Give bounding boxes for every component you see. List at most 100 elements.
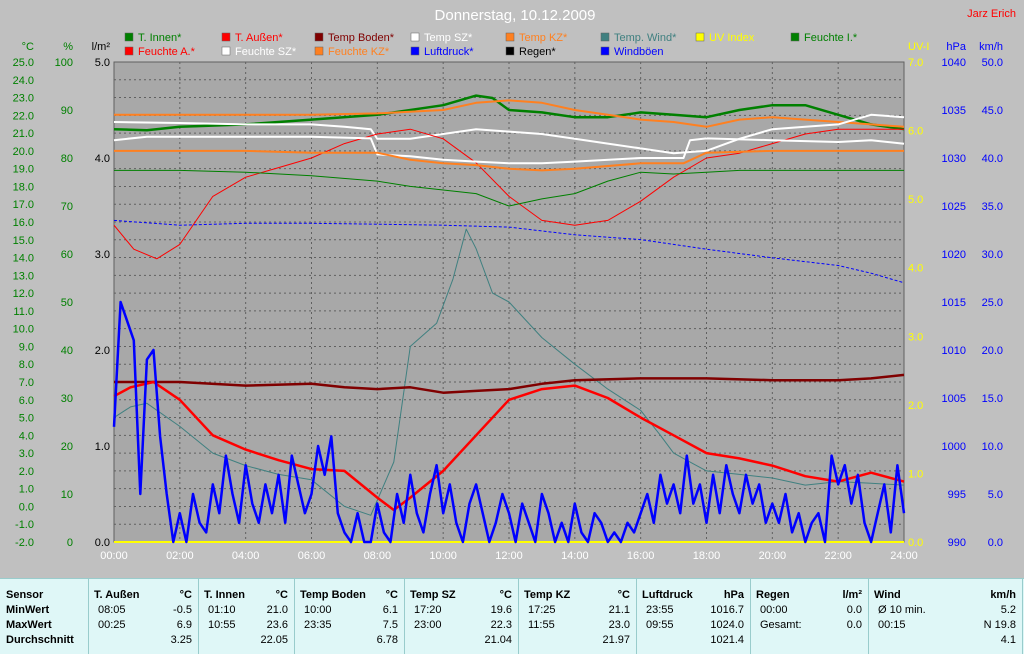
- stats-unit: °C: [499, 589, 512, 601]
- tick-label-rain: 2.0: [95, 345, 110, 357]
- stats-unit: °C: [385, 589, 398, 601]
- axis-unit-wind: km/h: [979, 41, 1003, 53]
- stats-avg-value: 1021.4: [710, 634, 744, 646]
- tick-label-humidity: 80: [61, 153, 73, 165]
- stats-max-time: 09:55: [646, 619, 674, 631]
- series-line: [113, 94, 905, 132]
- stats-min-value: 1016.7: [710, 604, 744, 616]
- series-line: [113, 380, 905, 512]
- stats-sensor-label: Sensor: [6, 589, 44, 601]
- legend-label: Feuchte KZ*: [328, 46, 390, 58]
- tick-label-temp: 2.0: [19, 466, 34, 478]
- tick-label-humidity: 30: [61, 393, 73, 405]
- tick-label-temp: 1.0: [19, 484, 34, 496]
- stats-sensor-name: Regen: [756, 589, 790, 601]
- legend-swatch: [505, 46, 515, 56]
- tick-label-pressure: 1000: [942, 441, 966, 453]
- legend-label: Temp. Wind*: [614, 32, 677, 44]
- tick-label-wind: 50.0: [982, 57, 1003, 69]
- stats-min-value: 19.6: [490, 604, 512, 616]
- stats-column: Luftdruck hPa 23:55 1016.7 09:55 1024.0 1021.4: [636, 579, 751, 654]
- legend-item: Temp KZ*: [505, 32, 568, 44]
- tick-label-x: 12:00: [495, 550, 523, 562]
- series-line: [113, 219, 905, 284]
- stats-column: T. Außen °C 08:05 -0.5 00:25 6.9 3.25: [88, 579, 199, 654]
- tick-label-x: 24:00: [890, 550, 918, 562]
- legend-swatch: [790, 32, 800, 42]
- stats-avg-value: 4.1: [1000, 634, 1016, 646]
- axis-unit-temp: °C: [22, 41, 34, 53]
- author-label: Jarz Erich: [967, 8, 1016, 20]
- tick-label-x: 14:00: [561, 550, 589, 562]
- stats-min-value: 21.0: [266, 604, 288, 616]
- tick-label-temp: 5.0: [19, 413, 34, 425]
- stats-max-time: 00:15: [878, 619, 906, 631]
- legend-label: T. Innen*: [138, 32, 182, 44]
- stats-min-time: 10:00: [304, 604, 332, 616]
- stats-column: Temp KZ °C 17:25 21.1 11:55 23.0 21.97: [518, 579, 637, 654]
- tick-label-wind: 35.0: [982, 201, 1003, 213]
- stats-avg-value: 21.04: [484, 634, 512, 646]
- legend-item: T. Außen*: [221, 32, 283, 44]
- tick-label-x: 06:00: [298, 550, 326, 562]
- legend-label: UV Index: [709, 32, 755, 44]
- stats-max-value: 1024.0: [710, 619, 744, 631]
- tick-label-humidity: 90: [61, 105, 73, 117]
- legend-label: Feuchte SZ*: [235, 46, 297, 58]
- legend-swatch: [600, 46, 610, 56]
- tick-label-temp: 12.0: [13, 288, 34, 300]
- stats-min-time: Ø 10 min.: [878, 604, 926, 616]
- tick-label-uv: 5.0: [908, 194, 923, 206]
- tick-label-rain: 0.0: [95, 537, 110, 549]
- tick-label-pressure: 1010: [942, 345, 966, 357]
- legend-swatch: [314, 46, 324, 56]
- legend-item: Feuchte SZ*: [221, 46, 297, 58]
- tick-label-temp: 15.0: [13, 235, 34, 247]
- tick-label-pressure: 1020: [942, 249, 966, 261]
- stats-column: Temp SZ °C 17:20 19.6 23:00 22.3 21.04: [404, 579, 519, 654]
- tick-label-rain: 5.0: [95, 57, 110, 69]
- legend-item: Temp SZ*: [410, 32, 473, 44]
- tick-label-temp: 11.0: [13, 306, 34, 318]
- tick-label-x: 00:00: [100, 550, 128, 562]
- stats-column: Regen l/m² 00:00 0.0 Gesamt: 0.0: [750, 579, 869, 654]
- stats-min-label: MinWert: [6, 604, 50, 616]
- axis-unit-uv: UV-I: [908, 41, 929, 53]
- stats-column: Temp Boden °C 10:00 6.1 23:35 7.5 6.78: [294, 579, 405, 654]
- tick-label-temp: 17.0: [13, 199, 34, 211]
- tick-label-wind: 40.0: [982, 153, 1003, 165]
- tick-label-x: 04:00: [232, 550, 260, 562]
- axis-unit-rain: l/m²: [92, 41, 111, 53]
- legend-label: Luftdruck*: [424, 46, 474, 58]
- series-line: [112, 300, 906, 544]
- tick-label-pressure: 1040: [942, 57, 966, 69]
- stats-max-time: 11:55: [528, 619, 555, 631]
- stats-max-time: 10:55: [208, 619, 236, 631]
- tick-label-temp: 16.0: [13, 217, 34, 229]
- legend-item: Regen*: [505, 46, 556, 58]
- stats-max-time: Gesamt:: [760, 619, 802, 631]
- tick-label-x: 02:00: [166, 550, 194, 562]
- tick-label-temp: 20.0: [13, 146, 34, 158]
- stats-min-time: 17:20: [414, 604, 442, 616]
- tick-label-humidity: 10: [61, 489, 73, 501]
- stats-max-time: 23:35: [304, 619, 332, 631]
- series-line: [113, 228, 905, 516]
- tick-label-temp: 9.0: [19, 341, 34, 353]
- legend-swatch: [695, 32, 705, 42]
- tick-label-pressure: 1005: [942, 393, 966, 405]
- tick-label-temp: -2.0: [15, 537, 34, 549]
- tick-label-temp: 23.0: [13, 93, 34, 105]
- stats-max-value: 7.5: [382, 619, 398, 631]
- tick-label-temp: 18.0: [13, 181, 34, 193]
- legend: T. Innen* T. Außen* Temp Boden* Temp SZ* Tem…: [124, 32, 858, 58]
- tick-label-wind: 5.0: [988, 489, 1003, 501]
- tick-label-humidity: 100: [55, 57, 73, 69]
- tick-label-wind: 15.0: [982, 393, 1003, 405]
- stats-avg-value: 22.05: [260, 634, 288, 646]
- tick-label-wind: 25.0: [982, 297, 1003, 309]
- axis-units: °C% l/m² UV-I hPa km/h: [22, 41, 1003, 53]
- stats-avg-value: 6.78: [376, 634, 398, 646]
- tick-label-x: 08:00: [364, 550, 392, 562]
- series-line: [114, 99, 905, 128]
